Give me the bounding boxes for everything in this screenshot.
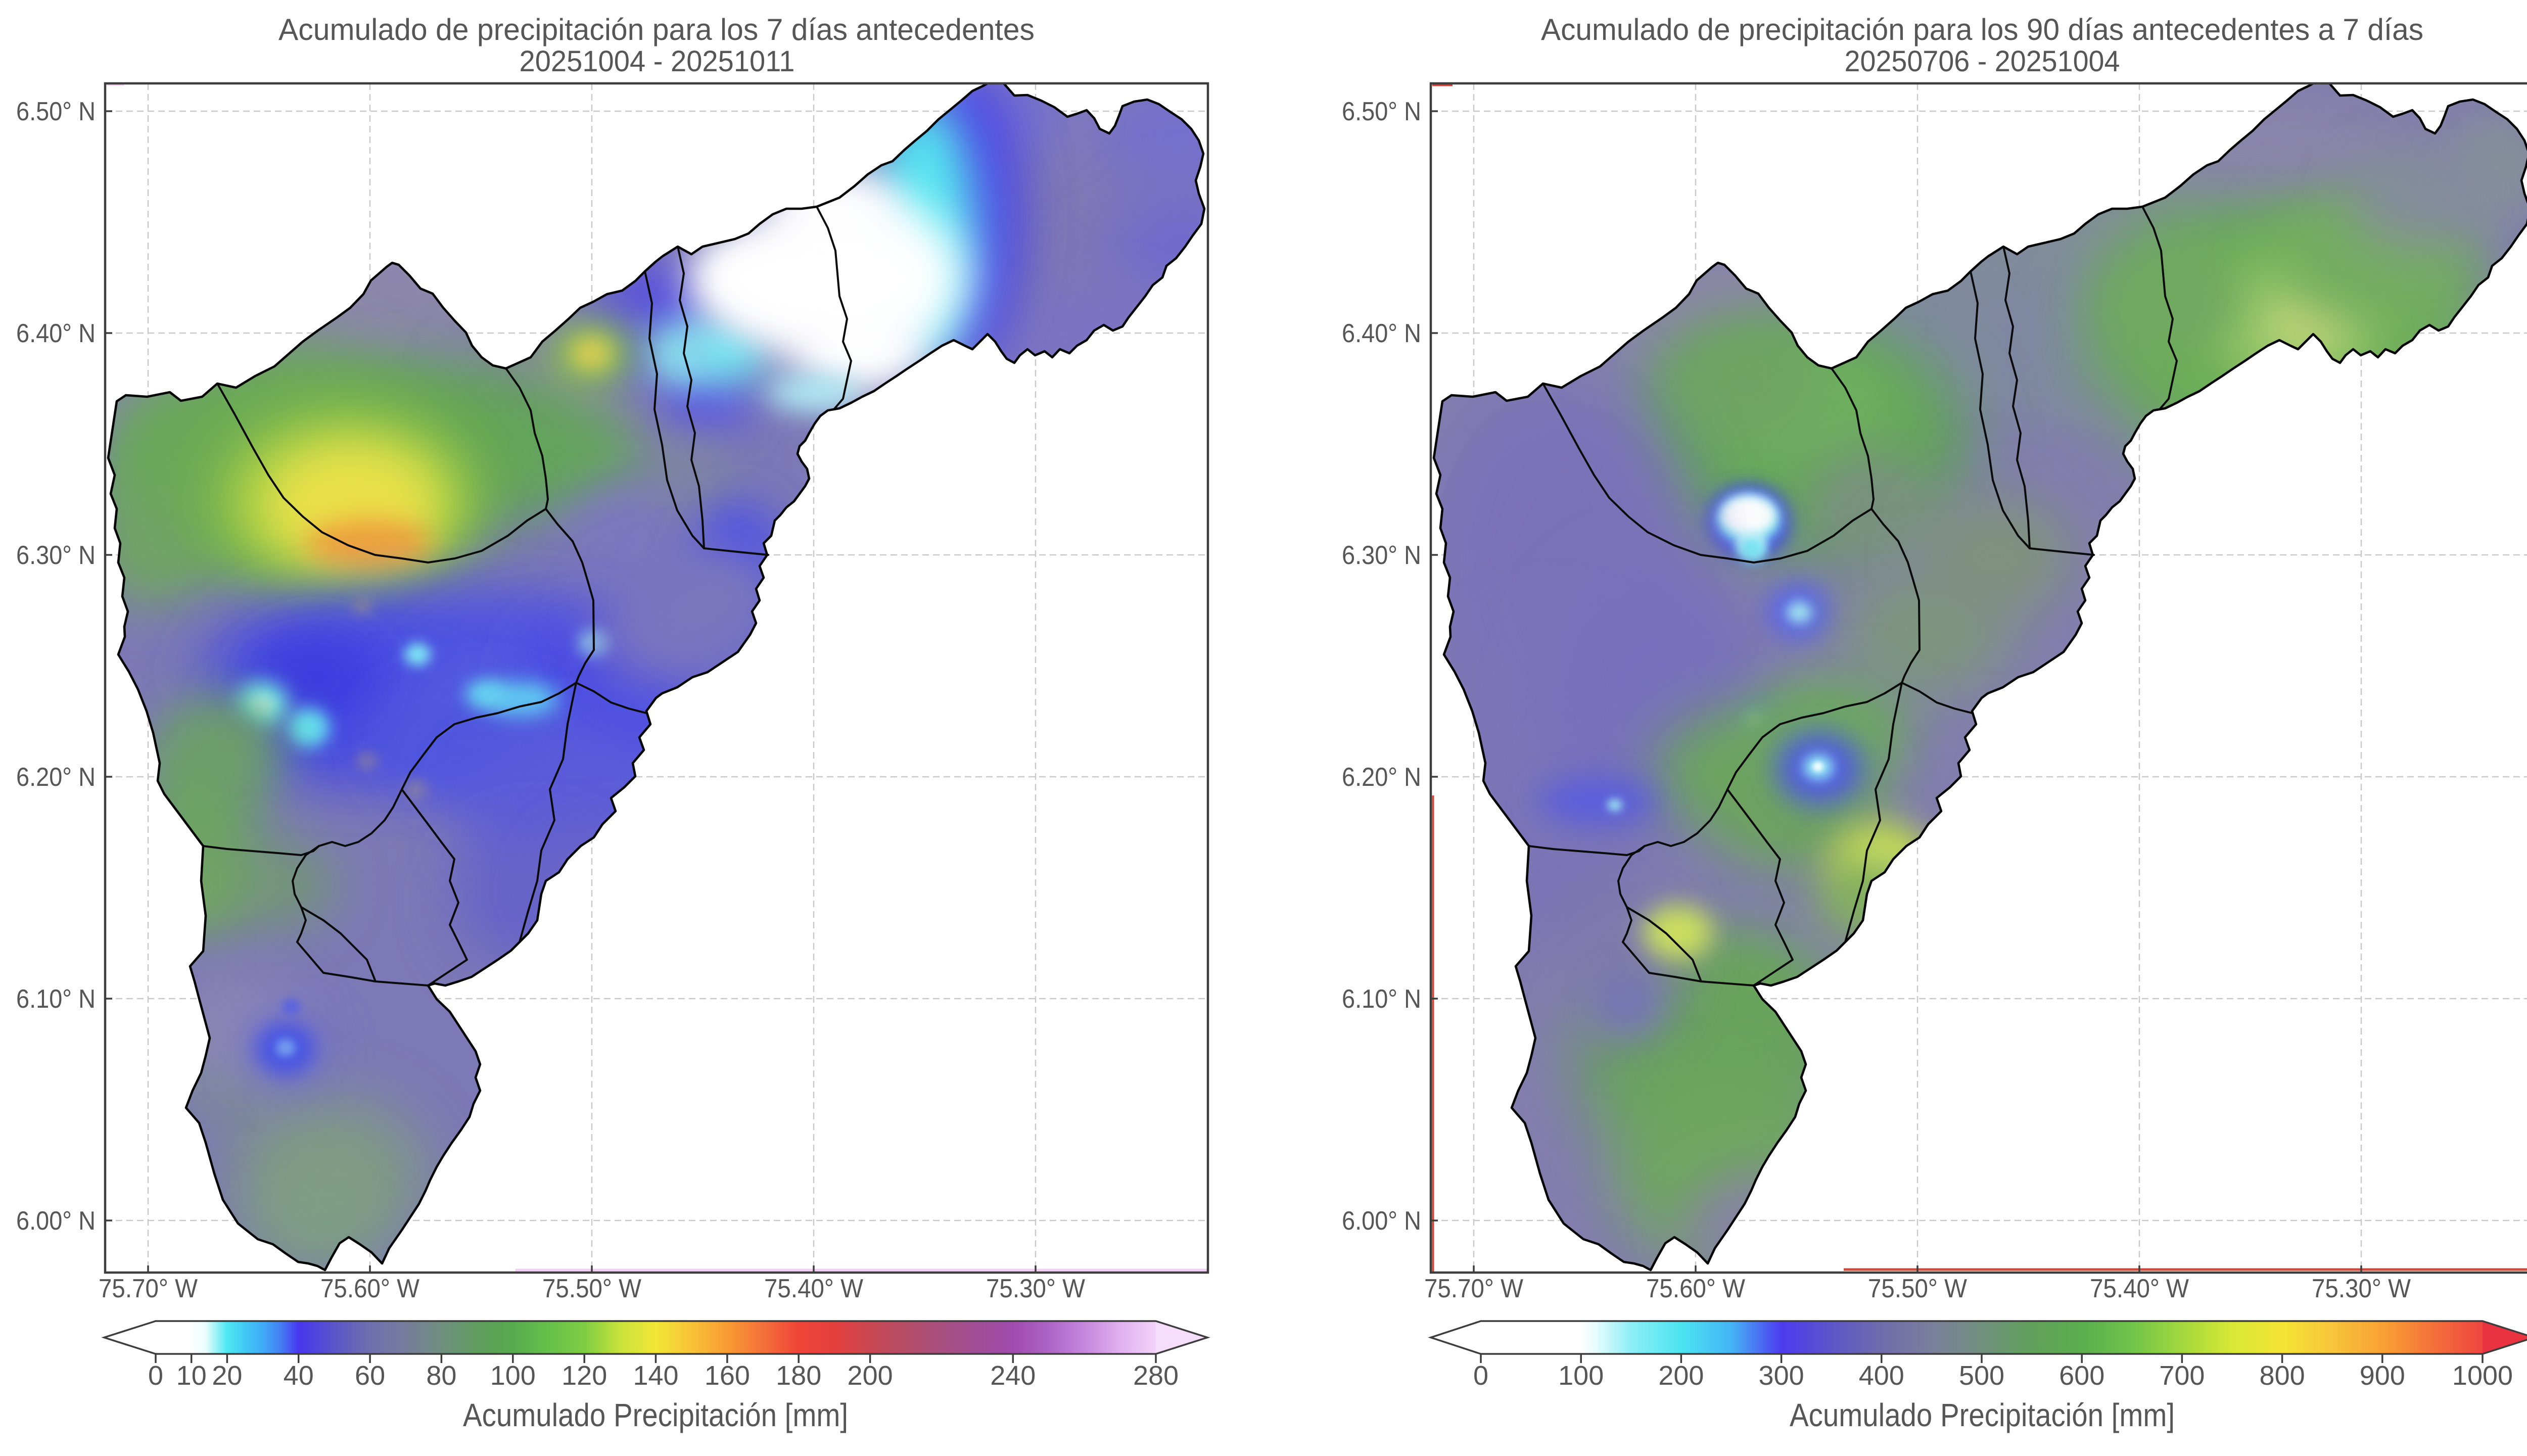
svg-text:6.30° N: 6.30° N <box>1342 541 1421 570</box>
svg-text:180: 180 <box>776 1360 821 1391</box>
svg-text:Acumulado de precipitación par: Acumulado de precipitación para los 90 d… <box>1541 13 2423 46</box>
svg-text:75.50° W: 75.50° W <box>1868 1274 1967 1303</box>
svg-text:6.50° N: 6.50° N <box>16 97 96 126</box>
svg-text:20251004 - 20251011: 20251004 - 20251011 <box>520 45 795 78</box>
svg-text:Acumulado Precipitación [mm]: Acumulado Precipitación [mm] <box>463 1397 848 1433</box>
svg-text:20250706 - 20251004: 20250706 - 20251004 <box>1845 45 2120 78</box>
svg-text:6.00° N: 6.00° N <box>1342 1206 1421 1236</box>
svg-text:0: 0 <box>148 1360 163 1391</box>
svg-text:100: 100 <box>490 1360 536 1391</box>
svg-text:6.10° N: 6.10° N <box>1342 984 1421 1014</box>
svg-text:900: 900 <box>2360 1360 2405 1391</box>
svg-text:6.00° N: 6.00° N <box>16 1206 96 1236</box>
svg-text:75.30° W: 75.30° W <box>986 1274 1085 1303</box>
svg-text:500: 500 <box>1959 1360 2004 1391</box>
svg-text:40: 40 <box>284 1360 314 1391</box>
svg-text:200: 200 <box>1658 1360 1704 1391</box>
svg-text:75.40° W: 75.40° W <box>2090 1274 2189 1303</box>
svg-text:6.20° N: 6.20° N <box>16 763 96 792</box>
svg-text:75.70° W: 75.70° W <box>99 1274 198 1303</box>
svg-text:400: 400 <box>1859 1360 1904 1391</box>
svg-text:6.50° N: 6.50° N <box>1342 97 1421 126</box>
svg-text:160: 160 <box>705 1360 750 1391</box>
svg-text:200: 200 <box>848 1360 893 1391</box>
svg-text:120: 120 <box>561 1360 607 1391</box>
svg-text:6.40° N: 6.40° N <box>1342 319 1421 348</box>
svg-text:75.30° W: 75.30° W <box>2312 1274 2411 1303</box>
svg-text:75.70° W: 75.70° W <box>1424 1274 1523 1303</box>
svg-text:6.20° N: 6.20° N <box>1342 763 1421 792</box>
svg-text:700: 700 <box>2159 1360 2205 1391</box>
svg-text:1000: 1000 <box>2452 1360 2513 1391</box>
svg-text:60: 60 <box>355 1360 385 1391</box>
svg-text:75.60° W: 75.60° W <box>1646 1274 1745 1303</box>
svg-text:6.30° N: 6.30° N <box>16 541 96 570</box>
svg-text:80: 80 <box>426 1360 456 1391</box>
svg-text:300: 300 <box>1759 1360 1804 1391</box>
svg-text:600: 600 <box>2059 1360 2104 1391</box>
svg-text:10: 10 <box>176 1360 207 1391</box>
svg-text:75.60° W: 75.60° W <box>320 1274 419 1303</box>
svg-text:0: 0 <box>1473 1360 1488 1391</box>
svg-text:6.40° N: 6.40° N <box>16 319 96 348</box>
svg-text:6.10° N: 6.10° N <box>16 984 96 1014</box>
svg-text:Acumulado de precipitación par: Acumulado de precipitación para los 7 dí… <box>278 13 1035 46</box>
svg-text:75.50° W: 75.50° W <box>542 1274 641 1303</box>
svg-text:100: 100 <box>1558 1360 1604 1391</box>
svg-text:800: 800 <box>2260 1360 2305 1391</box>
svg-text:75.40° W: 75.40° W <box>764 1274 863 1303</box>
svg-text:280: 280 <box>1133 1360 1179 1391</box>
svg-text:240: 240 <box>990 1360 1036 1391</box>
svg-text:140: 140 <box>633 1360 678 1391</box>
svg-text:20: 20 <box>212 1360 242 1391</box>
svg-text:Acumulado Precipitación [mm]: Acumulado Precipitación [mm] <box>1790 1397 2175 1433</box>
